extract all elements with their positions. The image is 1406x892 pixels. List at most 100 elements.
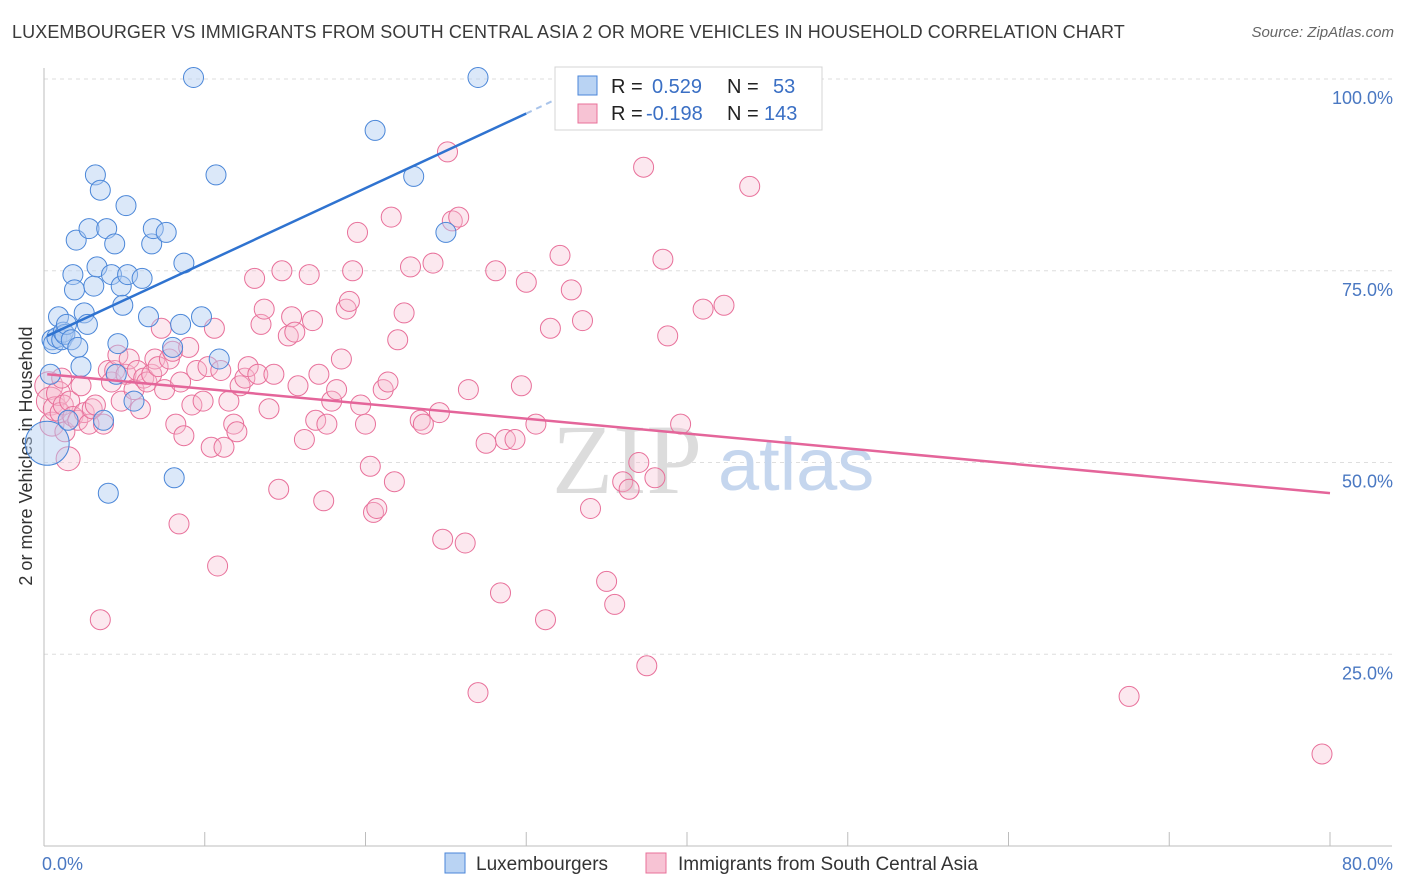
pink-point-76: [313, 490, 335, 512]
pink-point-60: [247, 363, 269, 385]
pink-point-108: [475, 432, 497, 454]
pink-point-10: [59, 390, 81, 412]
pink-point-101: [432, 528, 454, 550]
pink-point-40: [168, 513, 190, 535]
bottom-legend-swatch-blue: [444, 852, 466, 874]
pink-point-99: [422, 252, 444, 274]
pink-point-34: [147, 356, 169, 378]
pink-point-115: [525, 413, 547, 435]
pink-point-63: [258, 398, 280, 420]
blue-point-19: [78, 218, 100, 240]
pink-point-100: [428, 402, 450, 424]
pink-point-97: [409, 409, 431, 431]
pink-point-48: [200, 436, 222, 458]
pink-point-43: [178, 336, 200, 358]
pink-point-105: [454, 532, 476, 554]
pink-point-114: [515, 271, 537, 293]
blue-point-24: [93, 409, 114, 431]
pink-point-102: [437, 141, 458, 163]
pink-trend-line: [47, 373, 1331, 495]
pink-series-points: [34, 141, 1333, 765]
pink-point-128: [636, 655, 658, 677]
y-tick-label-75: 75.0%: [1342, 280, 1393, 300]
bottom-legend-swatch-pink: [645, 852, 667, 874]
pink-point-125: [618, 478, 640, 500]
watermark: ZIP atlas: [552, 404, 874, 515]
pink-point-95: [393, 302, 415, 324]
pink-point-131: [657, 325, 679, 347]
blue-point-13: [64, 279, 85, 301]
pink-point-18: [89, 609, 111, 631]
pink-point-84: [347, 221, 368, 243]
blue-point-51: [435, 221, 457, 243]
pink-point-74: [305, 409, 327, 431]
legend-box: R = 0.529 N = 53 R = -0.198 N = 143: [554, 66, 823, 131]
pink-point-112: [504, 429, 526, 450]
pink-point-86: [355, 413, 376, 435]
blue-point-33: [115, 195, 137, 217]
pink-point-62: [253, 298, 275, 320]
pink-point-122: [596, 570, 618, 592]
pink-point-106: [457, 379, 479, 401]
pink-point-72: [298, 264, 320, 286]
axes: [43, 68, 1392, 847]
pink-point-65: [268, 478, 290, 500]
y-axis-tick-labels: 100.0% 75.0% 50.0% 25.0%: [1332, 88, 1393, 683]
blue-point-41: [162, 336, 184, 358]
y-tick-label-50: 50.0%: [1342, 472, 1393, 492]
y-tick-label-100: 100.0%: [1332, 88, 1393, 108]
pink-point-110: [490, 582, 511, 604]
pink-point-103: [441, 210, 463, 232]
pink-point-133: [692, 298, 714, 320]
pink-point-134: [713, 294, 735, 316]
bottom-legend-label-blue: Luxembourgers: [476, 854, 608, 875]
pink-point-80: [330, 348, 352, 370]
pink-point-109: [485, 260, 507, 282]
pink-point-96: [400, 256, 421, 278]
blue-point-39: [142, 218, 164, 240]
pink-point-127: [633, 156, 655, 178]
pink-point-88: [363, 501, 384, 523]
blue-point-38: [141, 233, 163, 255]
legend-n-value-2: 143: [764, 103, 797, 125]
pink-point-59: [244, 267, 266, 289]
pink-point-120: [572, 310, 593, 332]
pink-point-16: [81, 398, 103, 420]
x-tick-label-max: 80.0%: [1342, 854, 1393, 874]
bottom-legend: Luxembourgers Immigrants from South Cent…: [444, 852, 978, 875]
blue-point-48: [208, 348, 230, 370]
pink-point-129: [644, 467, 666, 489]
pink-point-121: [580, 498, 601, 519]
pink-point-104: [448, 206, 470, 228]
pink-point-107: [467, 682, 489, 704]
x-axis-ticks: [204, 832, 1331, 846]
pink-point-39: [165, 413, 187, 435]
source-label: Source: ZipAtlas.com: [1251, 24, 1394, 41]
pink-point-83: [342, 260, 364, 282]
pink-point-66: [271, 260, 293, 282]
pink-point-94: [387, 329, 409, 351]
pink-point-42: [173, 425, 195, 447]
blue-point-45: [183, 67, 204, 88]
pink-point-69: [284, 321, 306, 343]
pink-point-82: [338, 290, 360, 312]
pink-point-55: [226, 421, 248, 443]
blue-point-0: [24, 420, 70, 466]
pink-point-64: [263, 363, 285, 385]
blue-point-31: [110, 275, 132, 297]
pink-point-91: [377, 371, 399, 393]
y-axis-label: 2 or more Vehicles in Household: [16, 326, 36, 585]
pink-point-137: [1311, 743, 1333, 765]
legend-r-value-1: 0.529: [652, 76, 702, 98]
legend-n-value-1: 53: [773, 76, 795, 98]
pink-point-52: [213, 436, 235, 458]
pink-point-75: [308, 363, 330, 385]
pink-point-73: [302, 310, 323, 332]
blue-point-35: [123, 390, 145, 412]
pink-point-79: [326, 379, 348, 401]
blue-point-16: [70, 356, 92, 378]
blue-point-42: [163, 467, 185, 489]
pink-point-92: [380, 206, 402, 228]
pink-point-93: [383, 471, 405, 493]
